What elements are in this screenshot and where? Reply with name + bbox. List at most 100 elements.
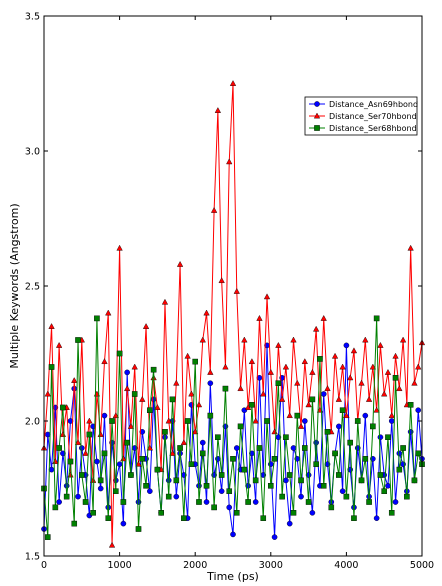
data-point: [94, 458, 100, 465]
data-point: [275, 341, 282, 348]
data-point: [252, 417, 259, 424]
data-point: [331, 352, 339, 359]
data-point: [290, 445, 297, 451]
data-point: [362, 336, 369, 343]
data-point: [370, 423, 376, 430]
data-point: [60, 450, 66, 457]
data-point: [339, 363, 346, 370]
data-point: [286, 472, 293, 478]
data-point: [94, 315, 100, 322]
data-point: [233, 510, 240, 516]
y-axis-label: Multiple Keywords (Angstrom): [8, 203, 21, 368]
data-point: [71, 377, 78, 383]
data-point: [214, 107, 222, 113]
data-point: [377, 434, 384, 441]
data-point: [226, 488, 233, 495]
data-point: [252, 499, 259, 505]
data-point: [399, 336, 407, 343]
data-point: [305, 499, 312, 505]
data-point: [48, 323, 55, 329]
data-point: [63, 493, 70, 500]
data-point: [411, 379, 418, 386]
data-point: [124, 439, 130, 446]
data-point: [290, 336, 297, 343]
data-point: [328, 504, 335, 511]
data-point: [294, 412, 301, 419]
data-point: [245, 499, 251, 505]
data-point: [271, 456, 278, 462]
data-point: [309, 396, 316, 403]
data-point: [237, 423, 244, 430]
data-point: [256, 445, 263, 451]
series-Distance_Ser70hbond: [40, 80, 426, 548]
data-point: [112, 412, 119, 418]
data-point: [120, 520, 127, 527]
data-point: [343, 412, 350, 418]
y-tick-label: 1.5: [25, 552, 40, 563]
data-point: [128, 472, 134, 478]
data-point: [195, 401, 203, 408]
x-tick-label: 5000: [410, 560, 434, 571]
data-point: [407, 244, 414, 251]
data-point: [165, 417, 172, 424]
data-point: [139, 395, 146, 402]
legend: Distance_Asn69hbond Distance_Ser70hbond Di…: [304, 96, 418, 136]
data-point: [108, 541, 116, 548]
data-point: [56, 445, 62, 451]
data-point: [230, 456, 236, 462]
data-point: [365, 395, 373, 402]
data-point: [350, 347, 358, 354]
data-point: [226, 158, 233, 165]
data-point: [120, 499, 127, 505]
data-point: [44, 390, 51, 397]
data-point: [169, 449, 176, 456]
data-point: [184, 418, 191, 424]
x-tick-label: 2000: [183, 560, 207, 571]
data-point: [67, 458, 74, 465]
data-point: [313, 461, 319, 468]
data-point: [358, 379, 365, 386]
data-point: [381, 488, 388, 495]
data-point: [385, 434, 391, 441]
data-point: [218, 472, 225, 478]
data-point: [309, 509, 316, 516]
data-point: [260, 515, 267, 521]
data-point: [282, 363, 290, 370]
data-point: [411, 477, 418, 484]
data-point: [381, 390, 388, 397]
series-layer: [40, 80, 426, 548]
data-point: [392, 375, 399, 381]
data-point: [358, 477, 365, 484]
legend-entry: Distance_Asn69hbond: [309, 100, 418, 109]
data-point: [268, 483, 274, 489]
data-point: [90, 510, 96, 516]
data-point: [324, 385, 331, 391]
series-Distance_Ser68hbond: [41, 315, 425, 540]
data-point: [260, 390, 267, 397]
data-point: [150, 396, 157, 403]
data-point: [177, 445, 183, 451]
data-point: [297, 422, 305, 429]
data-point: [415, 450, 422, 457]
x-tick-label: 4000: [334, 560, 358, 571]
data-point: [302, 418, 308, 424]
data-point: [188, 461, 195, 468]
data-point: [309, 368, 316, 375]
data-point: [336, 472, 342, 478]
data-point: [373, 406, 380, 413]
data-point: [203, 309, 210, 316]
data-point: [48, 364, 55, 370]
data-point: [298, 493, 304, 500]
data-point: [78, 472, 85, 478]
data-point: [199, 450, 206, 457]
data-point: [86, 417, 93, 424]
data-point: [150, 366, 157, 373]
data-point: [279, 395, 286, 402]
data-point: [354, 418, 361, 424]
y-tick-label: 2.5: [25, 282, 40, 293]
data-point: [283, 434, 289, 441]
data-point: [173, 379, 180, 386]
data-point: [233, 445, 240, 451]
data-point: [241, 466, 248, 473]
